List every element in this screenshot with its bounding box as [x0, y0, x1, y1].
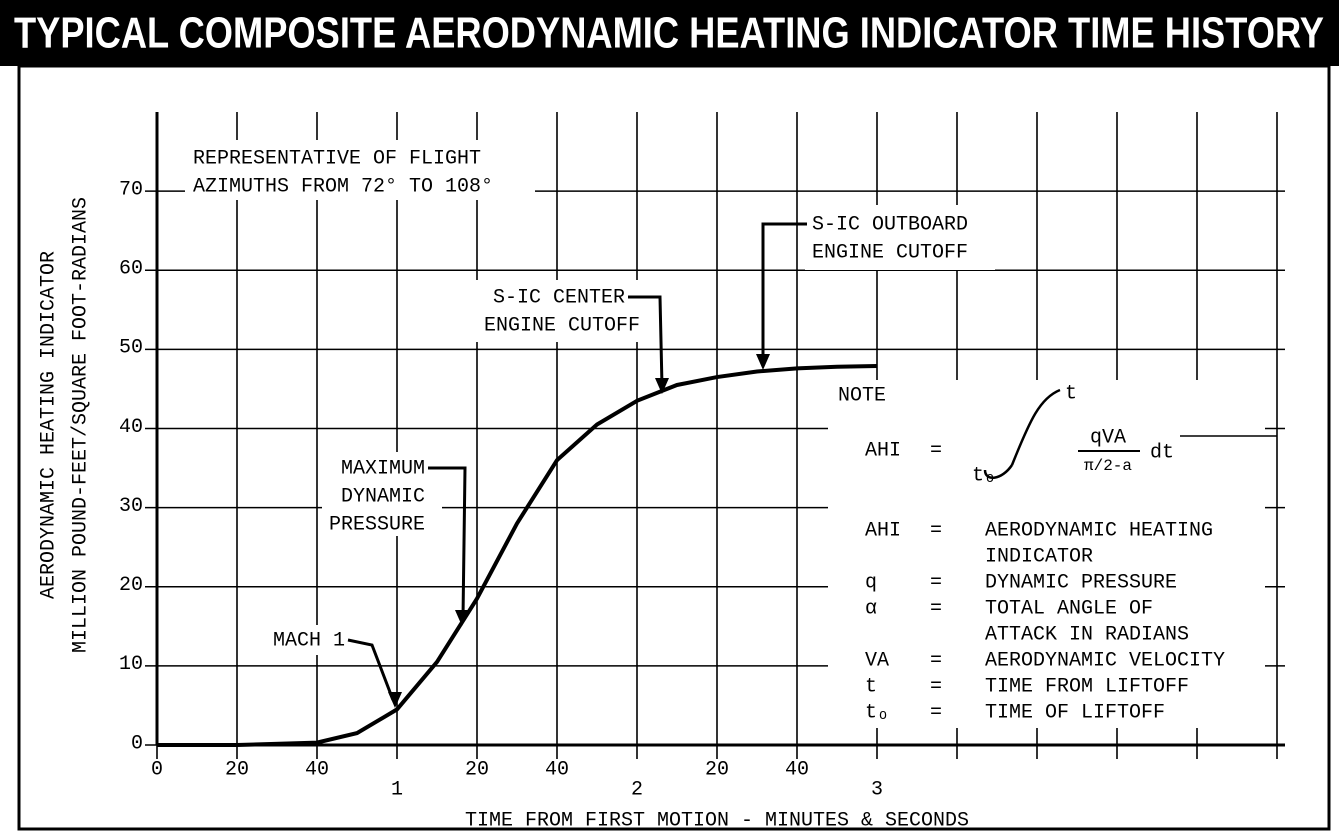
curve [157, 363, 878, 747]
label-background [322, 452, 442, 536]
y-tick-label: 70 [119, 178, 143, 201]
definition-symbol: t [865, 675, 877, 698]
definition-symbol: tₒ [865, 701, 889, 724]
x-tick-label: 2 [631, 778, 643, 801]
x-tick-label: 40 [545, 758, 569, 781]
x-tick-label: 40 [305, 758, 329, 781]
note-title: NOTE [838, 384, 886, 407]
y-tick-label: 60 [119, 258, 143, 281]
annotation: ENGINE CUTOFF [484, 314, 640, 337]
arrow-head [455, 610, 469, 626]
definition-eq: = [930, 701, 942, 724]
arrow-head [655, 378, 669, 394]
arrow [347, 638, 395, 701]
x-tick-label: 3 [871, 778, 883, 801]
definition-text: ATTACK IN RADIANS [985, 623, 1189, 646]
x-axis-label: TIME FROM FIRST MOTION - MINUTES & SECON… [465, 809, 969, 832]
label-background [455, 280, 650, 342]
arrow [428, 466, 467, 619]
x-tick-label: 20 [465, 758, 489, 781]
definition-symbol: AHI [865, 519, 901, 542]
annotation: MACH 1 [273, 629, 345, 652]
definition-eq: = [930, 571, 942, 594]
annotation: DYNAMIC [341, 485, 425, 508]
annotation: AZIMUTHS FROM 72° TO 108° [193, 175, 493, 198]
integral-sign [983, 388, 1061, 479]
y-tick-label: 40 [119, 416, 143, 439]
definition-text: AERODYNAMIC HEATING [985, 519, 1213, 542]
x-tick-label: 40 [785, 758, 809, 781]
x-tick-label: 20 [225, 758, 249, 781]
formula-upper: t [1065, 382, 1077, 405]
definition-text: TIME OF LIFTOFF [985, 701, 1165, 724]
y-axis-label: AERODYNAMIC HEATING INDICATOR [37, 251, 60, 599]
definition-text: DYNAMIC PRESSURE [985, 571, 1177, 594]
frame [17, 64, 1331, 831]
label-background [828, 380, 1265, 728]
definition-text: TIME FROM LIFTOFF [985, 675, 1189, 698]
formula-lhs: AHI [865, 439, 901, 462]
formula-numerator: qVA [1090, 426, 1126, 449]
label-background [805, 205, 995, 270]
definition-symbol: α [865, 597, 877, 620]
label-background [185, 140, 535, 200]
chart-title: TYPICAL COMPOSITE AERODYNAMIC HEATING IN… [14, 9, 1324, 58]
y-tick-label: 10 [119, 653, 143, 676]
annotation: S-IC OUTBOARD [812, 213, 968, 236]
formula-eq: = [930, 439, 942, 462]
definition-symbol: q [865, 571, 877, 594]
arrow [761, 222, 807, 362]
label-background [280, 625, 348, 655]
annotation: PRESSURE [329, 513, 425, 536]
arrow [628, 295, 664, 387]
definition-eq: = [930, 597, 942, 620]
formula-differential: dt [1150, 441, 1174, 464]
y-tick-label: 0 [131, 732, 143, 755]
annotation: ENGINE CUTOFF [812, 241, 968, 264]
definition-text: AERODYNAMIC VELOCITY [985, 649, 1225, 672]
x-tick-label: 1 [391, 778, 403, 801]
y-tick-label: 30 [119, 495, 143, 518]
y-axis-label: MILLION POUND-FEET/SQUARE FOOT-RADIANS [69, 197, 92, 653]
definition-text: INDICATOR [985, 545, 1093, 568]
definition-eq: = [930, 675, 942, 698]
arrow-head [756, 354, 770, 370]
definition-eq: = [930, 519, 942, 542]
y-tick-label: 50 [119, 337, 143, 360]
y-tick-label: 20 [119, 574, 143, 597]
formula-lower: tₒ [972, 464, 996, 487]
arrow-head [388, 692, 402, 708]
definition-eq: = [930, 649, 942, 672]
annotation: S-IC CENTER [493, 286, 625, 309]
definition-text: TOTAL ANGLE OF [985, 597, 1153, 620]
x-tick-label: 0 [151, 758, 163, 781]
formula-denominator: π/2-a [1084, 457, 1132, 475]
annotation: REPRESENTATIVE OF FLIGHT [193, 147, 481, 170]
definition-symbol: VA [865, 649, 889, 672]
x-tick-label: 20 [705, 758, 729, 781]
title-bar [0, 0, 1339, 66]
annotation: MAXIMUM [341, 457, 425, 480]
